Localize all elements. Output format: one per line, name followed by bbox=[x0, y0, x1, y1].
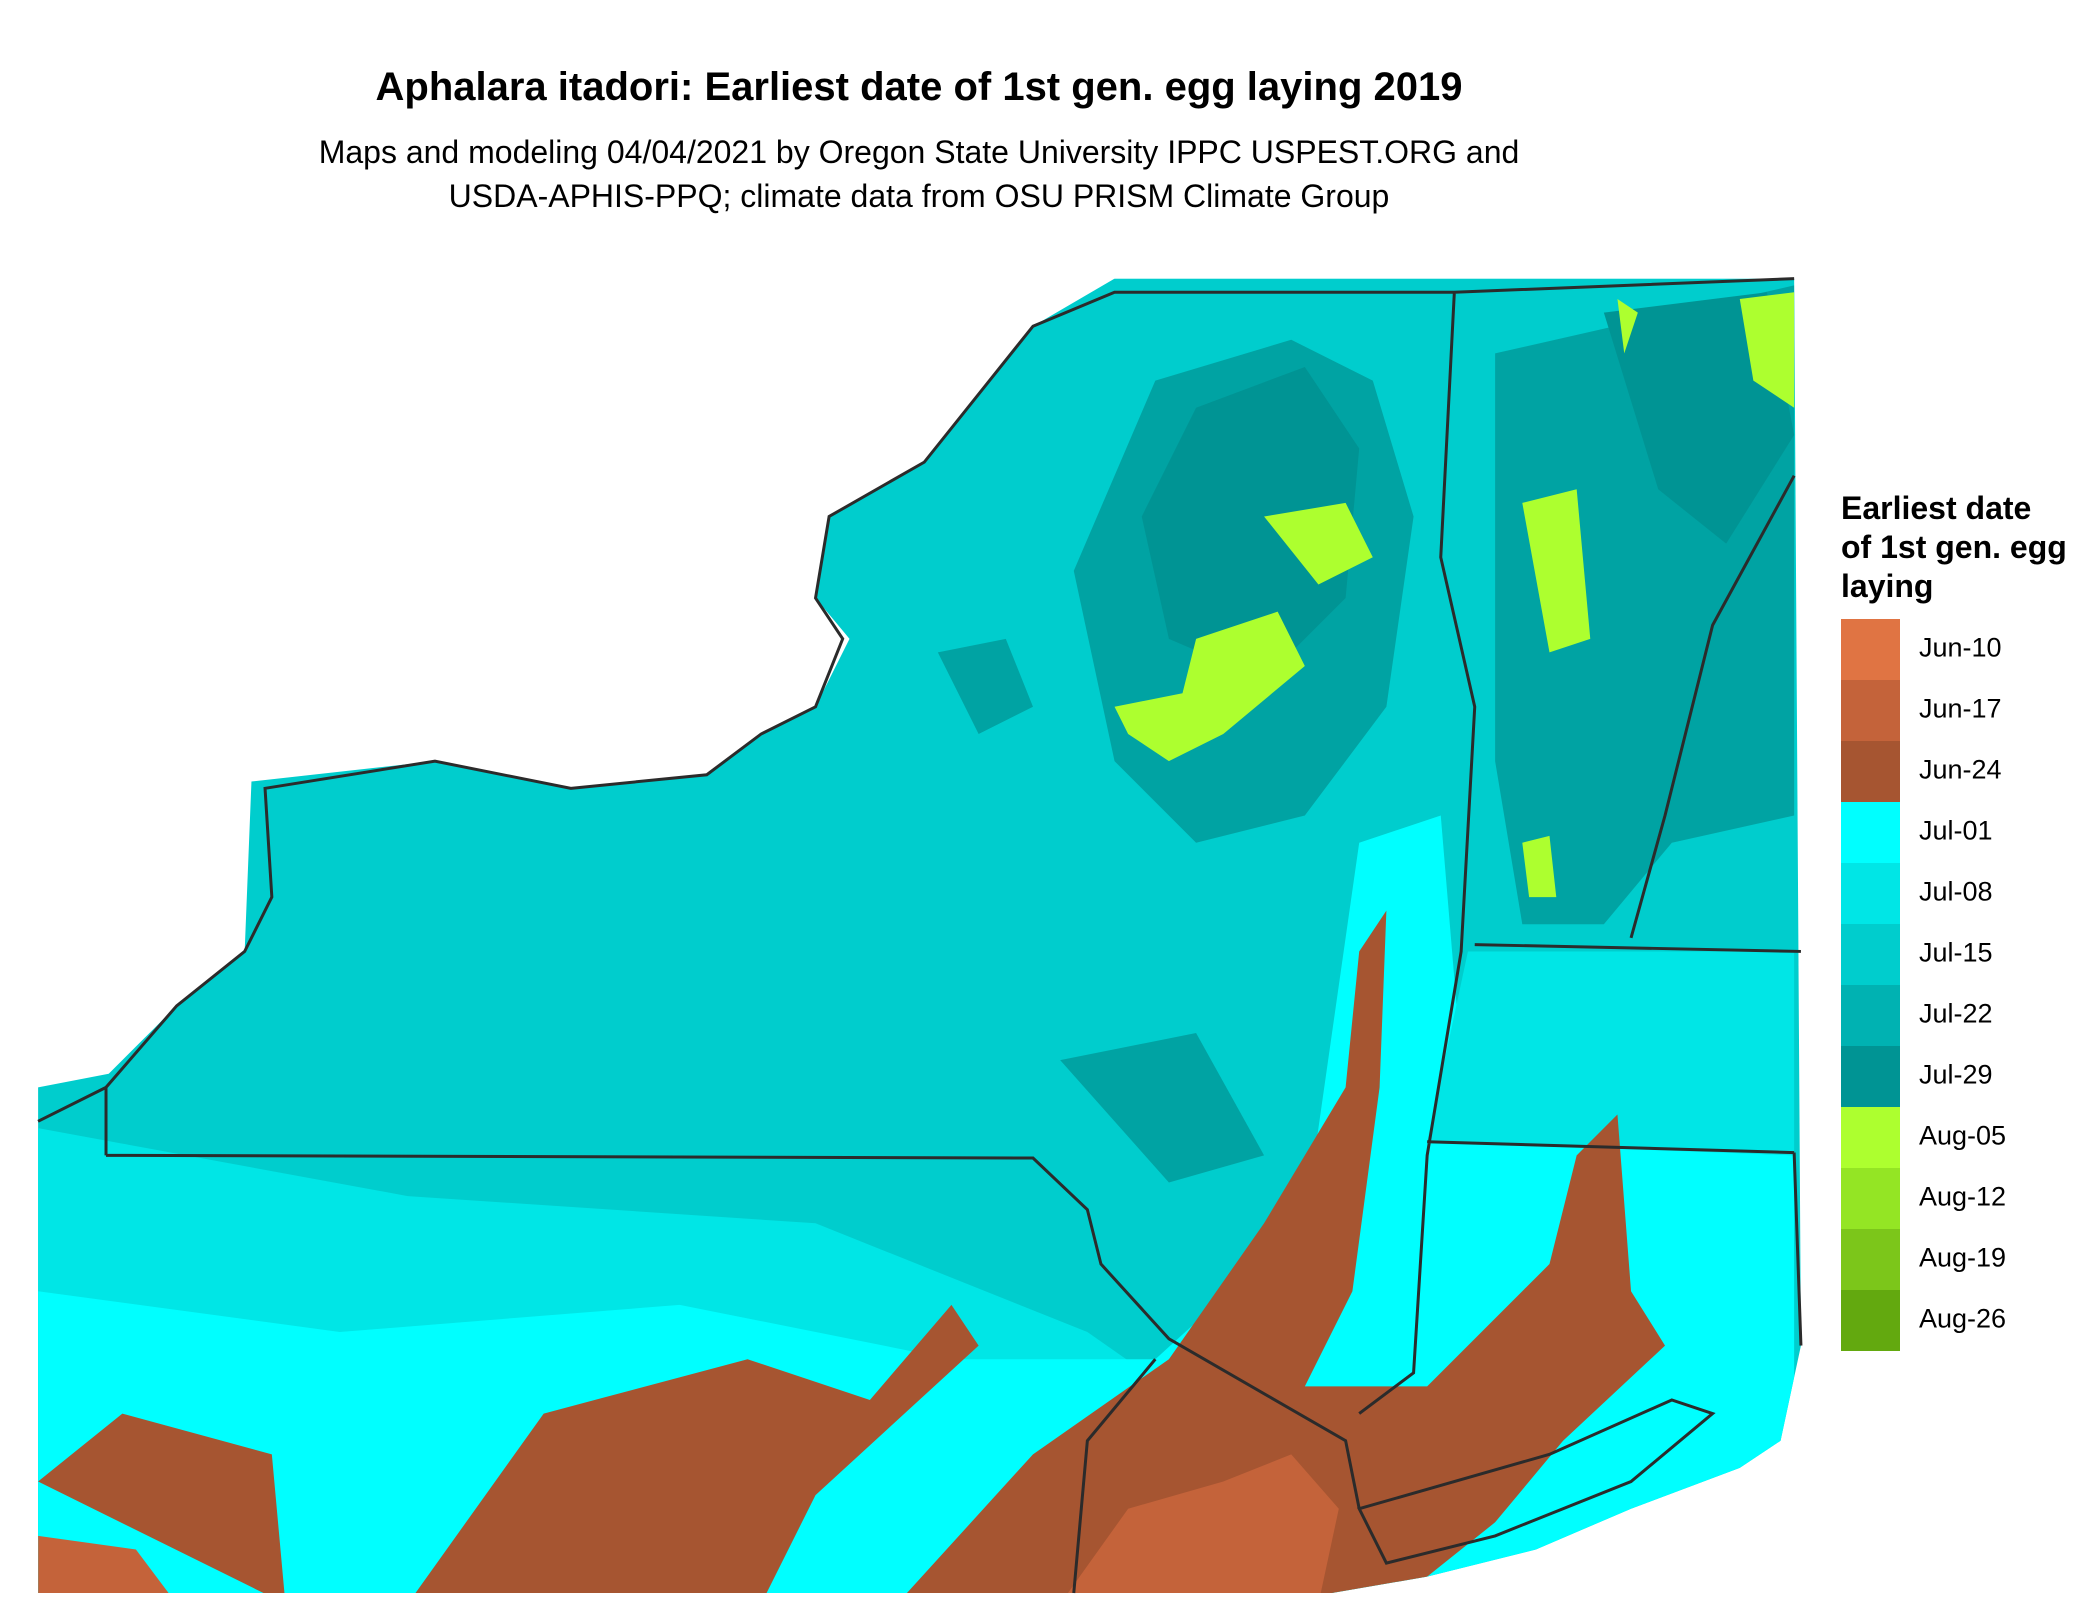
legend-swatch bbox=[1841, 863, 1900, 924]
legend-label: Aug-05 bbox=[1919, 1121, 2006, 1151]
legend-label: Jul-15 bbox=[1919, 938, 1993, 968]
legend-swatch bbox=[1841, 619, 1900, 680]
zone-jul29 bbox=[1141, 292, 1795, 680]
map-subtitle: USDA-APHIS-PPQ; climate data from OSU PR… bbox=[449, 178, 1390, 214]
legend-swatch bbox=[1841, 924, 1900, 985]
legend-label: Jun-10 bbox=[1919, 633, 2002, 663]
raster bbox=[38, 278, 1801, 1593]
legend-label: Jul-22 bbox=[1919, 999, 1993, 1029]
legend-swatch bbox=[1841, 802, 1900, 863]
legend-swatch bbox=[1841, 1046, 1900, 1107]
legend-title: Earliest date bbox=[1841, 490, 2031, 526]
legend-label: Aug-26 bbox=[1919, 1304, 2006, 1334]
state-borders bbox=[37, 277, 1803, 1594]
legend-label: Aug-12 bbox=[1919, 1182, 2006, 1212]
legend-title: of 1st gen. egg bbox=[1841, 529, 2067, 565]
map-title: Aphalara itadori: Earliest date of 1st g… bbox=[376, 65, 1463, 109]
map-subtitle: Maps and modeling 04/04/2021 by Oregon S… bbox=[319, 134, 1520, 170]
legend-swatch bbox=[1841, 741, 1900, 802]
legend-swatch bbox=[1841, 985, 1900, 1046]
legend-label: Aug-19 bbox=[1919, 1243, 2006, 1273]
legend-swatch bbox=[1841, 1107, 1900, 1168]
legend-swatch bbox=[1841, 1290, 1900, 1351]
zone-jun24 bbox=[38, 910, 1666, 1593]
legend-swatch bbox=[1841, 680, 1900, 741]
legend-label: Jun-24 bbox=[1919, 755, 2002, 785]
legend-swatch bbox=[1841, 1168, 1900, 1229]
legend-title: laying bbox=[1841, 568, 1933, 604]
legend-label: Jul-08 bbox=[1919, 877, 1993, 907]
legend-swatch bbox=[1841, 1229, 1900, 1290]
legend-label: Jul-01 bbox=[1919, 816, 1993, 846]
legend-label: Jun-17 bbox=[1919, 694, 2002, 724]
zone-jul08 bbox=[1427, 951, 1795, 1156]
legend: Jun-10 Jun-17 Jun-24 Jul-01 Jul-08 Jul-15 Jul-… bbox=[1841, 619, 2006, 1351]
map bbox=[37, 277, 1803, 1594]
legend-label: Jul-29 bbox=[1919, 1060, 1993, 1090]
zone-jun17 bbox=[38, 1454, 1339, 1593]
